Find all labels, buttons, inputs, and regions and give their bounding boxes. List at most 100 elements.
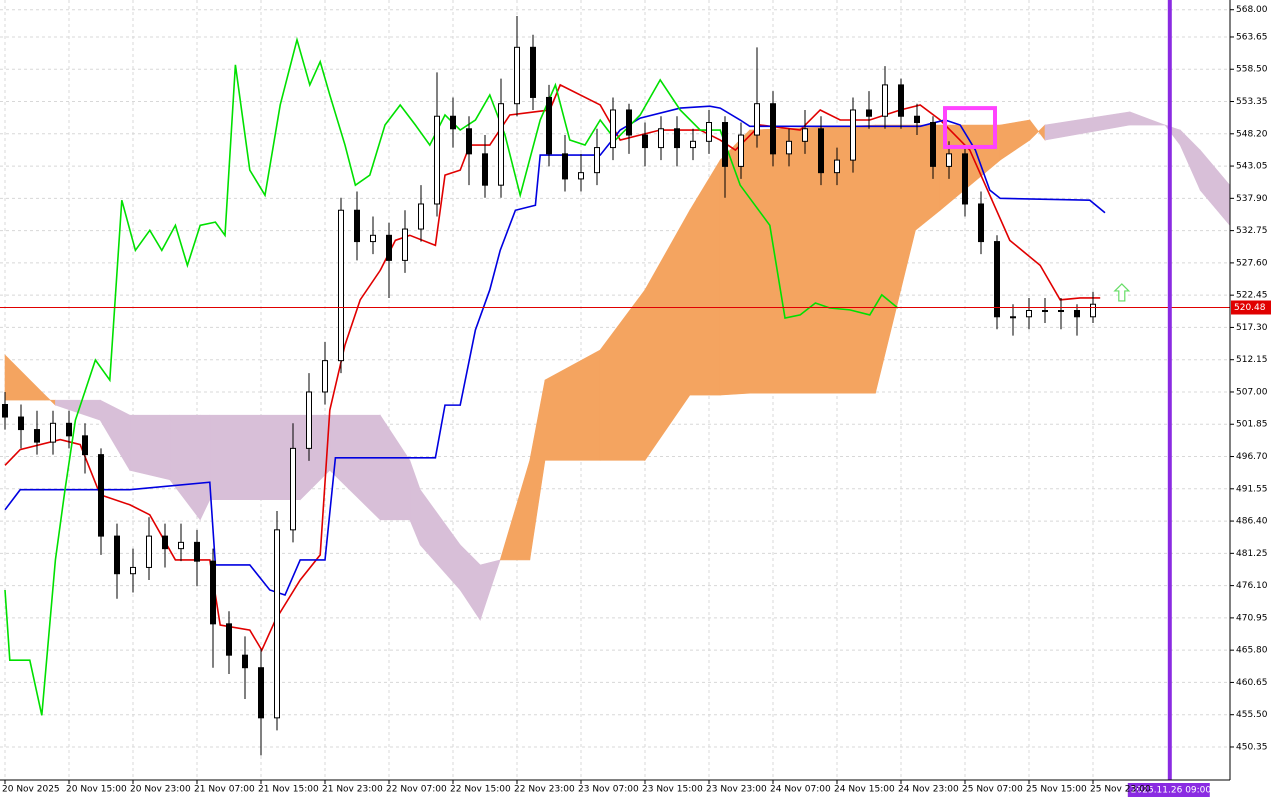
y-tick-label: 496.70 (1236, 452, 1268, 462)
candle-body (98, 454, 104, 537)
y-tick-label: 543.05 (1236, 162, 1268, 172)
candle-body (82, 435, 88, 456)
candle-body (274, 529, 280, 719)
cloud-segment (479, 559, 501, 621)
y-tick-label: 450.35 (1236, 742, 1268, 752)
y-tick-label: 563.65 (1236, 32, 1268, 42)
x-tick-label: 20 Nov 15:00 (66, 785, 127, 795)
candle-body (1042, 310, 1048, 313)
candle-body (1074, 310, 1080, 318)
candle-body (802, 128, 808, 142)
y-tick-label: 476.10 (1236, 581, 1268, 591)
cloud-segment (1129, 111, 1166, 126)
up-arrow (1113, 283, 1131, 302)
x-tick-label: 21 Nov 15:00 (258, 785, 319, 795)
candle-body (434, 115, 440, 205)
candle-body (50, 422, 56, 443)
y-tick-label: 517.30 (1236, 323, 1268, 333)
candle-body (786, 140, 792, 155)
y-tick-label: 558.50 (1236, 65, 1268, 75)
candle-body (706, 122, 712, 142)
time-label-box (1127, 783, 1210, 797)
time-label: 2025.11.26 09:00 (1131, 786, 1212, 796)
candle-body (626, 109, 632, 136)
candle-body (882, 84, 888, 117)
y-tick-label: 501.85 (1236, 420, 1268, 430)
y-tick-label: 465.80 (1236, 646, 1268, 656)
x-tick-label: 23 Nov 15:00 (642, 785, 703, 795)
cloud-segment (209, 414, 301, 501)
indicator-line (4, 105, 1106, 596)
candle-body (658, 128, 664, 149)
candle-body (578, 172, 584, 180)
candle-body (898, 84, 904, 117)
x-tick-label: 21 Nov 07:00 (194, 785, 255, 795)
candle-body (1010, 316, 1016, 319)
candle-body (498, 103, 504, 186)
x-tick-label: 24 Nov 23:00 (898, 785, 959, 795)
candle-body (722, 122, 728, 167)
x-tick-label: 22 Nov 23:00 (514, 785, 575, 795)
candle-body (418, 203, 424, 230)
x-tick-label: 21 Nov 23:00 (322, 785, 383, 795)
x-tick-label: 25 Nov 23:00 (1090, 785, 1151, 795)
y-tick-label: 548.20 (1236, 129, 1268, 139)
candle-body (930, 122, 936, 167)
candle-body (1090, 303, 1096, 318)
y-tick-label: 470.95 (1236, 613, 1268, 623)
candle-body (818, 128, 824, 174)
x-tick-label: 24 Nov 07:00 (770, 785, 831, 795)
price-label: 520.48 (1234, 303, 1266, 313)
cloud (4, 111, 1231, 622)
y-tick-label: 568.00 (1236, 5, 1268, 15)
cloud-segment (129, 414, 171, 481)
candle-body (290, 447, 296, 531)
candle-body (354, 209, 360, 243)
candle-body (66, 422, 72, 437)
cloud-segment (749, 124, 876, 394)
candle-body (690, 140, 696, 149)
candle-body (306, 391, 312, 449)
candle-body (978, 203, 984, 243)
candle-body (258, 667, 264, 719)
candle-body (402, 228, 408, 261)
x-tick-label: 24 Nov 15:00 (834, 785, 895, 795)
candle-body (146, 535, 152, 568)
candle-body (914, 115, 920, 124)
y-tick-label: 491.55 (1236, 484, 1268, 494)
candle-body (514, 46, 520, 105)
candle-body (370, 234, 376, 243)
y-tick-label: 537.90 (1236, 194, 1268, 204)
x-tick-label: 22 Nov 15:00 (450, 785, 511, 795)
candle-body (674, 128, 680, 149)
candle-body (834, 159, 840, 174)
candle-body (114, 535, 120, 575)
y-tick-label: 455.50 (1236, 710, 1268, 720)
candle-body (1026, 310, 1032, 318)
y-tick-label: 553.35 (1236, 97, 1268, 107)
candle-body (946, 153, 952, 167)
y-tick-label: 527.60 (1236, 258, 1268, 268)
candle-body (386, 234, 392, 261)
candle-body (994, 241, 1000, 318)
candle-body (194, 541, 200, 562)
candle-body (450, 115, 456, 130)
x-tick-label: 20 Nov 23:00 (130, 785, 191, 795)
x-tick-label: 25 Nov 15:00 (1026, 785, 1087, 795)
candle-body (546, 96, 552, 155)
x-tick-label: 25 Nov 07:00 (962, 785, 1023, 795)
candle-body (466, 128, 472, 155)
candle-body (642, 134, 648, 149)
candle-body (482, 153, 488, 186)
candle-body (850, 109, 856, 161)
candle-body (1058, 310, 1064, 313)
y-tick-label: 481.25 (1236, 549, 1268, 559)
candle-body (738, 134, 744, 167)
candle-body (18, 416, 24, 431)
y-tick-label: 522.45 (1236, 291, 1268, 301)
candle-body (130, 566, 136, 575)
candle-body (338, 209, 344, 362)
y-tick-label: 486.40 (1236, 517, 1268, 527)
